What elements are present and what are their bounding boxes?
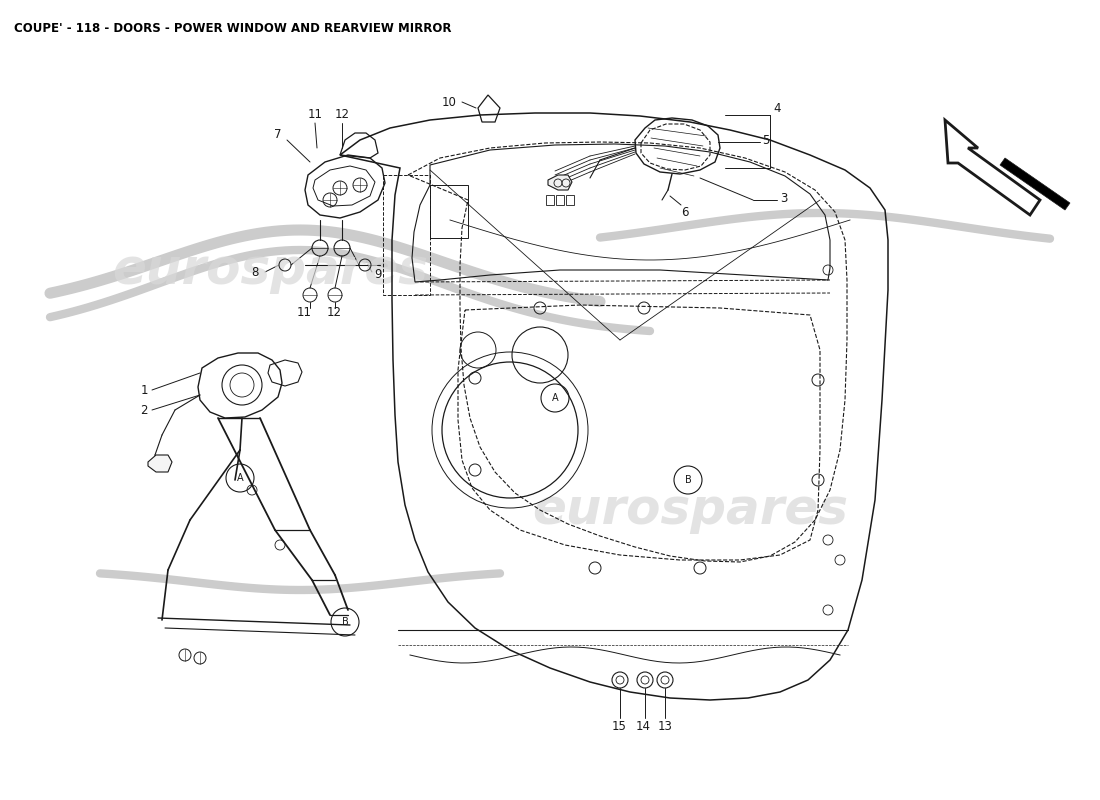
Text: A: A: [552, 393, 559, 403]
Text: 12: 12: [327, 306, 341, 318]
Text: 12: 12: [334, 109, 350, 122]
Text: 1: 1: [141, 383, 149, 397]
Polygon shape: [1000, 158, 1070, 210]
Text: 9: 9: [374, 269, 382, 282]
Text: 5: 5: [762, 134, 769, 146]
Text: 14: 14: [636, 719, 650, 733]
Text: 15: 15: [612, 719, 626, 733]
Text: eurospares: eurospares: [112, 246, 428, 294]
Text: 10: 10: [442, 95, 456, 109]
Text: 11: 11: [297, 306, 311, 318]
Text: 6: 6: [681, 206, 689, 218]
Polygon shape: [548, 175, 572, 190]
Polygon shape: [945, 120, 1040, 215]
Text: B: B: [684, 475, 692, 485]
Text: A: A: [236, 473, 243, 483]
Text: 4: 4: [773, 102, 781, 114]
Text: 13: 13: [658, 719, 672, 733]
Text: 3: 3: [780, 191, 788, 205]
Text: 11: 11: [308, 109, 322, 122]
Text: B: B: [342, 617, 349, 627]
Text: 7: 7: [274, 129, 282, 142]
Text: 2: 2: [141, 403, 149, 417]
Polygon shape: [148, 455, 172, 472]
Text: 8: 8: [251, 266, 258, 278]
Text: eurospares: eurospares: [532, 486, 848, 534]
Text: COUPE' - 118 - DOORS - POWER WINDOW AND REARVIEW MIRROR: COUPE' - 118 - DOORS - POWER WINDOW AND …: [14, 22, 451, 35]
